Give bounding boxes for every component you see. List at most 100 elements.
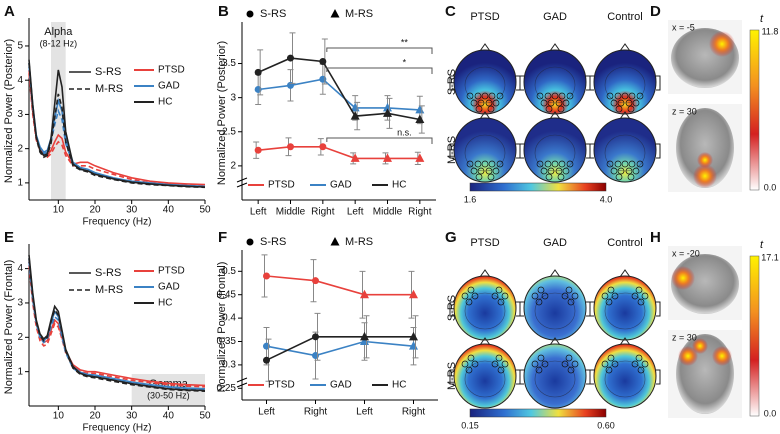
electrode [607, 354, 615, 362]
electrode [615, 173, 623, 181]
head [593, 275, 657, 341]
axis-break [236, 177, 248, 188]
electrode [547, 167, 555, 175]
y-tick-label: 5 [17, 41, 23, 52]
marker [287, 143, 294, 151]
x-tick-label: 30 [126, 411, 138, 422]
bracket [326, 137, 433, 144]
electrode [605, 366, 613, 374]
contour [604, 360, 646, 398]
colorbar-min: 0.0 [764, 182, 777, 192]
legend-label: S-RS [260, 236, 286, 248]
marker [263, 272, 270, 280]
legend-label: S-RS [260, 8, 286, 20]
head-nose [549, 111, 561, 120]
x-tick-label: 50 [199, 205, 211, 216]
electrode [492, 99, 500, 107]
electrode [488, 160, 496, 168]
colorbar-min: 0.15 [461, 420, 479, 430]
colorbar [749, 29, 760, 191]
electrode [606, 160, 614, 168]
electrode [492, 167, 500, 175]
marker [409, 331, 418, 341]
slice-label: x = -5 [672, 22, 695, 32]
legend-label: HC [392, 380, 406, 391]
band-sublabel: (30-50 Hz) [147, 390, 190, 400]
electrode [477, 99, 485, 107]
head-ear [589, 369, 661, 385]
band-label: Alpha [44, 26, 73, 38]
series-line [266, 340, 414, 357]
legend-label: M-RS [95, 83, 123, 95]
marker [246, 238, 254, 246]
electrode [540, 167, 548, 175]
electrode [541, 360, 549, 368]
brain-axial [676, 108, 734, 188]
head-nose [549, 43, 561, 52]
contour [604, 292, 646, 330]
electrode [632, 99, 640, 107]
activation [712, 346, 732, 366]
legend-label: GAD [330, 380, 352, 391]
contour [464, 66, 506, 104]
series-line [257, 57, 420, 121]
electrode [632, 167, 640, 175]
slice-label: x = -20 [672, 248, 700, 258]
electrode [461, 292, 469, 300]
head-nose [619, 43, 631, 52]
electrode [555, 167, 563, 175]
colorbar [749, 255, 760, 417]
x-axis-label: Frequency (Hz) [83, 217, 152, 228]
column-label: GAD [543, 237, 567, 249]
series-line [28, 261, 206, 387]
colorbar [469, 408, 607, 418]
y-axis-label: Normalized Power (frontal) [216, 262, 228, 393]
electrode [631, 360, 639, 368]
electrode [466, 160, 474, 168]
x-tick-label: Left [347, 207, 364, 218]
bracket [326, 67, 433, 74]
marker [409, 289, 418, 299]
electrode [601, 360, 609, 368]
electrode [628, 160, 636, 168]
electrode [617, 167, 625, 175]
contour [604, 66, 646, 104]
legend-label: S-RS [95, 66, 121, 78]
marker [360, 331, 369, 341]
y-axis-label: Normalized Power (Posterior) [216, 41, 228, 185]
electrode [545, 173, 553, 181]
contour [534, 360, 576, 398]
electrode [467, 354, 475, 362]
head-nose [619, 111, 631, 120]
legend-label: S-RS [95, 267, 121, 279]
electrode [491, 292, 499, 300]
head-nose [619, 269, 631, 278]
electrode [467, 286, 475, 294]
electrode [558, 92, 566, 100]
electrode [605, 298, 613, 306]
marker [383, 153, 392, 162]
series-line [28, 261, 206, 391]
electrode [607, 286, 615, 294]
electrode [531, 292, 539, 300]
contour [464, 292, 506, 330]
y-axis-label: Normalized Power (Frontal) [3, 260, 15, 394]
axis-break [236, 377, 248, 388]
electrode [551, 92, 559, 100]
marker [330, 9, 340, 18]
electrode [465, 298, 473, 306]
series-line [266, 336, 414, 361]
legend-label: PTSD [268, 180, 295, 191]
contour [604, 134, 646, 172]
y-tick-label: 0.35 [217, 336, 237, 347]
electrode [471, 360, 479, 368]
y-tick-label: 2 [230, 161, 236, 172]
x-tick-label: Middle [373, 207, 403, 218]
electrode [636, 92, 644, 100]
electrode [558, 160, 566, 168]
x-tick-label: 10 [53, 205, 65, 216]
y-tick-label: 3 [17, 298, 23, 309]
electrode [555, 99, 563, 107]
x-tick-label: 20 [89, 411, 101, 422]
